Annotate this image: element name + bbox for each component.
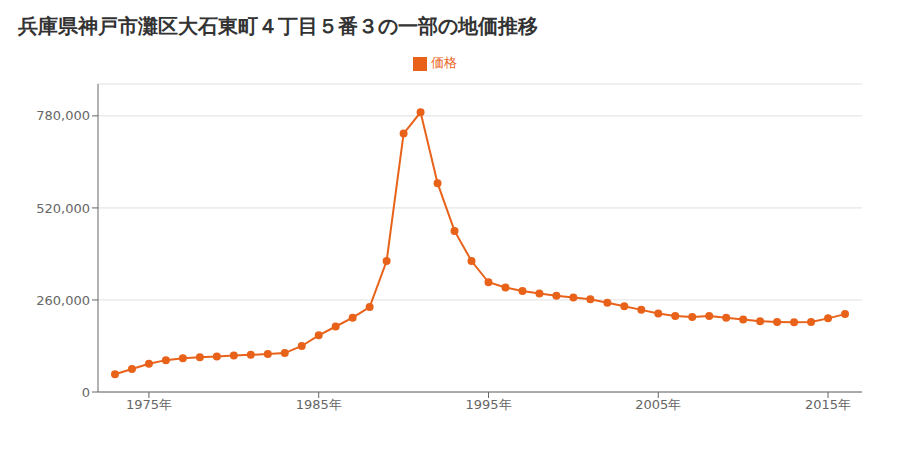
svg-text:780,000: 780,000 bbox=[36, 108, 90, 123]
svg-text:2015年: 2015年 bbox=[805, 397, 851, 412]
svg-text:1975年: 1975年 bbox=[126, 397, 172, 412]
svg-text:2005年: 2005年 bbox=[635, 397, 681, 412]
svg-text:260,000: 260,000 bbox=[36, 293, 90, 308]
html-text:価格: 価格 bbox=[431, 55, 457, 70]
html-text:兵庫県神戸市灘区大石東町４丁目５番３の一部の地価推移: 兵庫県神戸市灘区大石東町４丁目５番３の一部の地価推移 bbox=[18, 14, 538, 38]
svg-text:1985年: 1985年 bbox=[296, 397, 342, 412]
svg-text:520,000: 520,000 bbox=[36, 201, 90, 216]
svg-text:1995年: 1995年 bbox=[465, 397, 511, 412]
svg-text:0: 0 bbox=[82, 385, 90, 400]
